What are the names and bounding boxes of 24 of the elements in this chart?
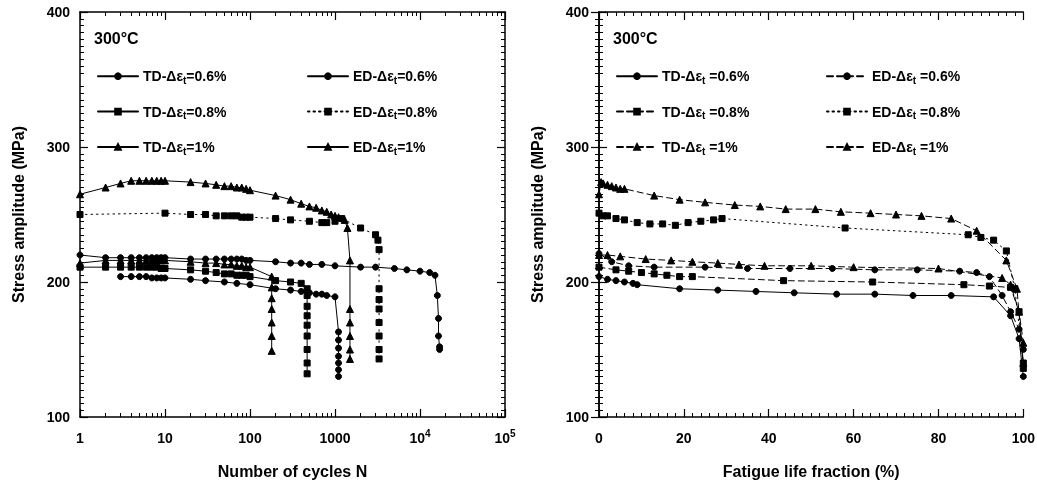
- x-tick-label: 0: [594, 430, 603, 446]
- y-tick-label: 200: [565, 274, 589, 290]
- x-tick-label: 80: [930, 430, 946, 446]
- x-tick-label: 40: [760, 430, 777, 446]
- x-tick-label: 60: [845, 430, 862, 446]
- y-axis-title: Stress amplitude (MPa): [9, 126, 27, 303]
- x-tick-label: 100: [1011, 430, 1035, 446]
- x-axis-title: Number of cycles N: [217, 462, 368, 480]
- y-tick-label: 300: [46, 139, 71, 155]
- y-tick-label: 300: [565, 139, 589, 155]
- x-tick-label: 20: [675, 430, 692, 446]
- annotation: 300°C: [94, 29, 140, 47]
- x-axis-title: Fatigue life fraction (%): [722, 462, 900, 480]
- y-tick-label: 400: [565, 4, 589, 20]
- x-tick-label: 100: [238, 430, 262, 446]
- y-tick-label: 100: [46, 409, 71, 425]
- annotation: 300°C: [612, 29, 658, 47]
- y-tick-label: 100: [565, 409, 589, 425]
- y-tick-label: 400: [46, 4, 71, 20]
- x-tick-label: 10: [157, 430, 173, 446]
- x-tick-label: 1: [76, 430, 85, 446]
- x-tick-label: 1000: [319, 430, 351, 446]
- y-tick-label: 200: [46, 274, 71, 290]
- y-axis-title: Stress amplitude (MPa): [528, 126, 545, 303]
